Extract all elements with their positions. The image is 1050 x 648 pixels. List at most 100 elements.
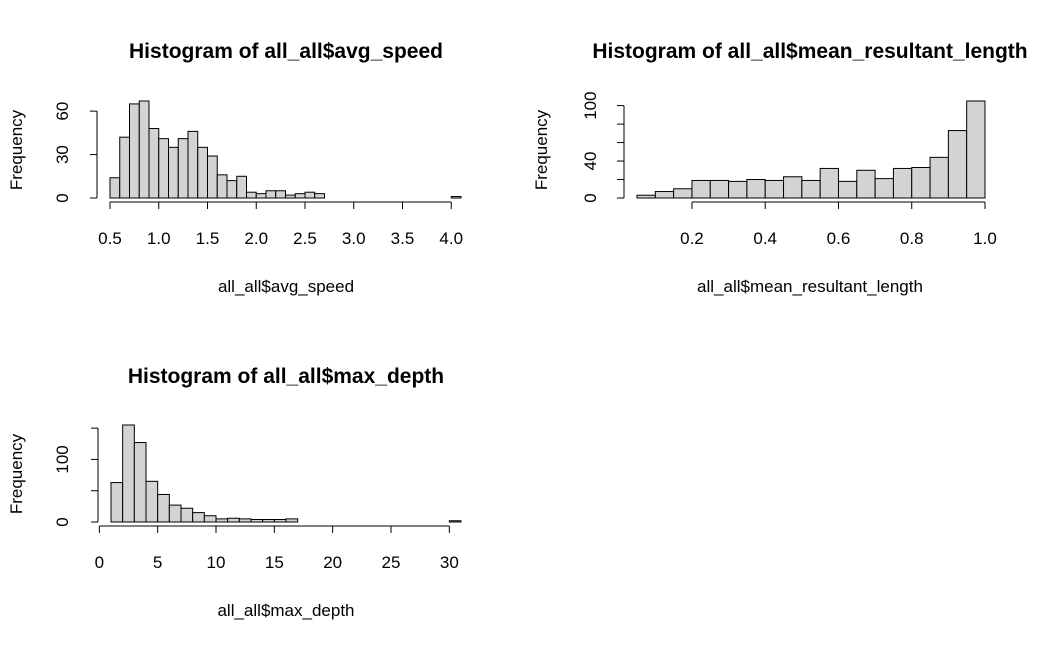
- y-tick-label: 0: [53, 193, 72, 202]
- histogram-bar: [168, 146, 179, 199]
- x-tick-label: 1.0: [973, 229, 997, 248]
- histogram-bar: [273, 519, 287, 523]
- chart-title: Histogram of all_all$avg_speed: [129, 40, 443, 63]
- histogram-bar: [129, 103, 140, 199]
- histogram-bar: [187, 130, 199, 199]
- histogram-bar: [728, 180, 748, 199]
- histogram-bar: [691, 179, 711, 199]
- histogram-bar: [236, 175, 247, 199]
- histogram-bar: [294, 193, 306, 199]
- histogram-bar: [636, 194, 656, 199]
- x-tick-label: 4.0: [439, 229, 463, 248]
- mean-resultant-length-histogram-panel: Histogram of all_all$mean_resultant_leng…: [532, 40, 1028, 296]
- histogram-bar: [450, 196, 462, 199]
- histogram-bar: [285, 194, 296, 199]
- histogram-bar: [207, 155, 218, 199]
- x-tick-label: 3.0: [342, 229, 366, 248]
- histogram-bar: [783, 176, 803, 199]
- x-tick-label: 1.0: [147, 229, 171, 248]
- histogram-bar: [314, 193, 325, 199]
- histogram-bar: [119, 136, 130, 199]
- x-tick-label: 20: [323, 553, 342, 572]
- histogram-bar: [157, 493, 170, 523]
- avg-speed-histogram-panel: Histogram of all_all$avg_speed 0.5 1.0 1.5 2…: [7, 40, 463, 296]
- histogram-bar: [215, 518, 229, 523]
- histogram-bar: [874, 178, 894, 199]
- histogram-bar: [947, 130, 968, 199]
- x-axis-label: all_all$avg_speed: [218, 277, 354, 296]
- y-axis-label: Frequency: [7, 433, 26, 514]
- histogram-bar: [122, 424, 135, 523]
- x-tick-label: 30: [440, 553, 459, 572]
- histogram-bar: [158, 138, 169, 199]
- histogram-bar: [168, 504, 182, 523]
- histogram-bar: [285, 518, 299, 523]
- histogram-bar: [255, 193, 267, 199]
- histogram-bar: [133, 442, 147, 523]
- histogram-bar: [246, 191, 257, 199]
- histogram-bar: [856, 169, 876, 199]
- chart-title: Histogram of all_all$mean_resultant_leng…: [592, 40, 1027, 63]
- x-tick-label: 0.5: [98, 229, 122, 248]
- histogram-bar: [177, 138, 189, 199]
- histogram-bar: [819, 167, 839, 199]
- histogram-bar: [138, 100, 150, 199]
- x-tick-label: 0.6: [827, 229, 851, 248]
- histogram-bar: [216, 174, 228, 199]
- histogram-bar: [837, 180, 858, 199]
- histogram-bar: [448, 520, 462, 523]
- histogram-bar: [110, 482, 124, 523]
- histogram-bar: [673, 188, 693, 199]
- histogram-bar: [238, 518, 252, 523]
- x-tick-label: 0: [95, 553, 104, 572]
- x-tick-label: 10: [207, 553, 226, 572]
- histogram-bar: [911, 167, 931, 199]
- histogram-bar: [197, 146, 208, 199]
- y-tick-label: 40: [581, 152, 600, 171]
- histogram-bar: [709, 179, 730, 199]
- x-tick-label: 15: [265, 553, 284, 572]
- x-tick-label: 0.2: [680, 229, 704, 248]
- x-tick-label: 2.0: [244, 229, 268, 248]
- histogram-bar: [265, 190, 277, 199]
- max-depth-histogram-panel: Histogram of all_all$max_depth 0 5 10 15 20 25…: [7, 365, 462, 620]
- y-axis-label: Frequency: [532, 109, 551, 190]
- histogram-bar: [250, 519, 264, 523]
- histogram-bar: [764, 179, 785, 199]
- x-tick-label: 2.5: [293, 229, 317, 248]
- histogram-bar: [145, 480, 159, 523]
- histogram-bar: [109, 177, 121, 199]
- histogram-bar: [227, 517, 240, 523]
- histogram-bar: [192, 512, 205, 523]
- histogram-bar: [801, 179, 821, 199]
- histogram-bar: [304, 191, 316, 199]
- x-tick-label: 5: [153, 553, 162, 572]
- y-tick-label: 0: [581, 193, 600, 202]
- histogram-bar: [746, 179, 766, 199]
- x-tick-label: 3.5: [391, 229, 415, 248]
- histogram-bar: [262, 519, 275, 523]
- histogram-bar: [654, 191, 675, 199]
- histogram-bar: [203, 515, 217, 523]
- histogram-bar: [966, 100, 986, 199]
- histogram-bar: [226, 180, 238, 199]
- y-axis-label: Frequency: [7, 109, 26, 190]
- histogram-bar: [180, 507, 194, 523]
- y-tick-label: 100: [581, 91, 600, 119]
- x-axis-label: all_all$mean_resultant_length: [697, 277, 923, 296]
- chart-title: Histogram of all_all$max_depth: [128, 365, 444, 388]
- histogram-bar: [275, 190, 286, 199]
- x-tick-label: 1.5: [196, 229, 220, 248]
- y-tick-label: 60: [53, 102, 72, 121]
- y-tick-label: 100: [53, 445, 72, 473]
- histogram-bar: [148, 128, 160, 199]
- y-tick-label: 0: [53, 517, 72, 526]
- y-tick-label: 30: [53, 145, 72, 164]
- x-tick-label: 25: [382, 553, 401, 572]
- x-axis-label: all_all$max_depth: [217, 601, 354, 620]
- x-tick-label: 0.4: [753, 229, 777, 248]
- histogram-bar: [929, 156, 949, 199]
- x-tick-label: 0.8: [900, 229, 924, 248]
- histogram-bar: [892, 167, 913, 199]
